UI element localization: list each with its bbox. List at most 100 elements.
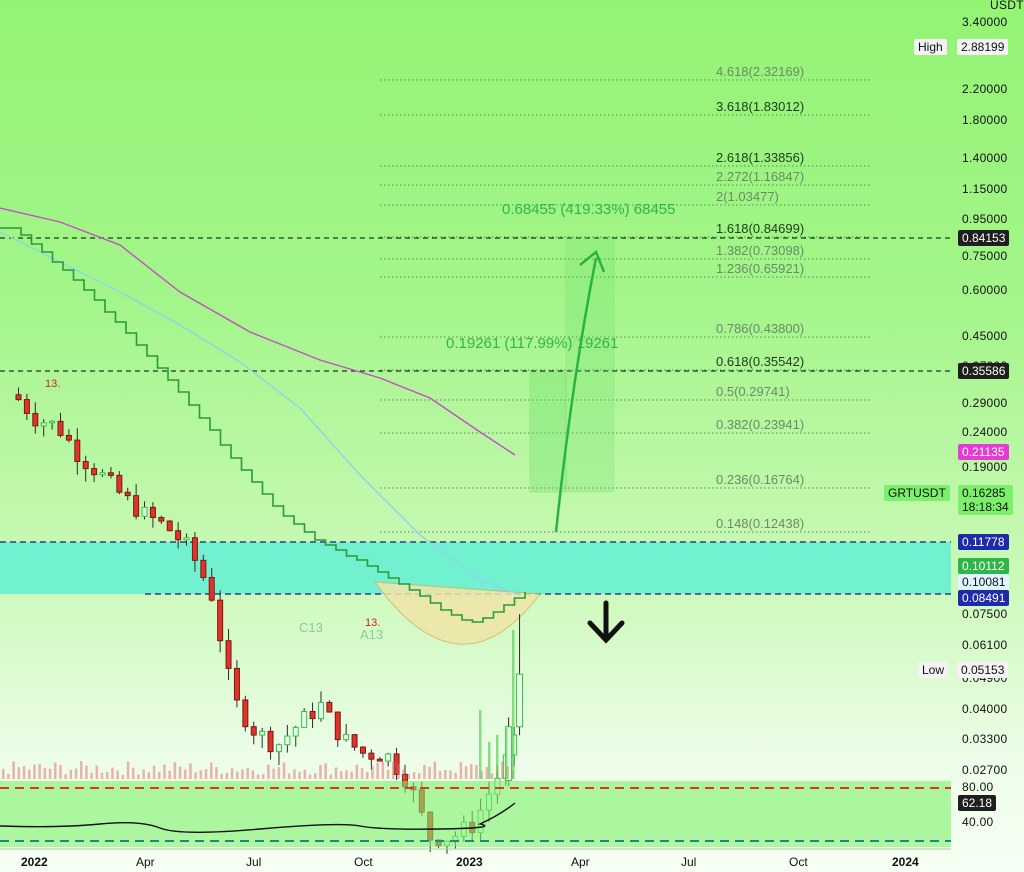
down-arrow-icon	[587, 600, 625, 644]
candle-down	[267, 730, 274, 753]
fib-label: 0.236(0.16764)	[716, 472, 805, 487]
volume-bar	[7, 773, 10, 779]
volume-bars	[2, 630, 515, 779]
candle-down	[225, 640, 232, 669]
volume-bar	[334, 767, 338, 779]
volume-bar	[423, 764, 426, 779]
volume-bar	[69, 769, 73, 779]
candle-down	[191, 537, 198, 561]
volume-bar-spike	[496, 735, 499, 779]
volume-bar	[137, 774, 140, 779]
volume-bar	[262, 774, 265, 779]
volume-bar	[246, 767, 249, 779]
candle-down	[74, 439, 81, 462]
candle-up	[516, 673, 524, 728]
y-tick-label: 0.75000	[962, 249, 1008, 263]
volume-bar	[308, 774, 312, 779]
x-tick-label: Apr	[136, 855, 155, 869]
symbol-tag[interactable]: GRTUSDT	[884, 485, 950, 501]
volume-bar	[272, 768, 275, 779]
y-tick-label: 1.80000	[962, 113, 1008, 127]
volume-bar	[204, 769, 208, 779]
volume-bar	[22, 765, 26, 779]
rsi-value-tag: 62.18	[958, 795, 997, 811]
volume-bar	[100, 772, 104, 779]
volume-bar	[33, 764, 36, 779]
volume-bar	[298, 771, 301, 779]
volume-bar	[106, 772, 109, 779]
volume-bar	[267, 764, 270, 779]
volume-bar	[329, 774, 333, 779]
volume-bar	[210, 762, 213, 779]
rsi-panel-bg	[0, 781, 951, 847]
volume-bar	[366, 771, 369, 779]
y-tick-label: 0.29000	[962, 396, 1008, 410]
candle-up	[40, 422, 47, 427]
volume-bar	[132, 767, 135, 779]
volume-bar	[381, 761, 385, 779]
fib-label: 0.618(0.35542)	[716, 354, 805, 369]
y-tick-label: 0.07500	[962, 607, 1008, 621]
ema-line	[0, 231, 521, 596]
candle-down	[82, 460, 89, 470]
fib-label: 3.618(1.83012)	[716, 99, 805, 114]
volume-bar	[220, 773, 223, 779]
volume-bar	[163, 764, 166, 779]
volume-bar	[64, 774, 67, 779]
measure-box-2	[565, 237, 615, 493]
volume-bar	[355, 764, 359, 779]
demand-zone-box	[0, 542, 951, 594]
volume-bar	[12, 761, 15, 779]
y-tick-label: 1.15000	[962, 182, 1008, 196]
high-value: 2.88199	[957, 39, 1009, 55]
candle-down	[116, 474, 123, 493]
fib-label: 2.618(1.33856)	[716, 150, 805, 165]
rsi-upper-label: 80.00	[962, 780, 994, 794]
candle-up	[183, 537, 190, 541]
bar-countdown: 18:18:34	[962, 500, 1009, 514]
volume-bar	[475, 765, 478, 779]
long-ma-line	[0, 207, 516, 456]
y-tick-label: 0.02700	[962, 763, 1008, 777]
candle-down	[107, 472, 114, 476]
level-tag-084: 0.84153	[958, 230, 1010, 246]
x-tick-label: Jul	[246, 855, 262, 869]
low-label: Low	[918, 662, 949, 678]
fib-label: 1.618(0.84699)	[716, 221, 805, 236]
fib-label: 0.148(0.12438)	[716, 516, 805, 531]
volume-bar-spike	[512, 630, 515, 779]
last-price: 0.16285	[962, 486, 1006, 500]
volume-bar	[59, 764, 62, 779]
volume-bar	[397, 763, 400, 779]
volume-bar	[360, 768, 364, 779]
volume-bar	[371, 766, 374, 779]
low-value: 0.05153	[957, 662, 1009, 678]
volume-bar	[350, 771, 353, 779]
volume-bar	[194, 772, 197, 779]
fib-label: 1.382(0.73098)	[716, 243, 805, 258]
volume-bar	[293, 769, 296, 779]
volume-bar	[121, 774, 125, 779]
candle-down	[250, 726, 257, 736]
volume-bar	[215, 767, 218, 779]
x-tick-label: 2022	[21, 855, 48, 869]
rsi-line	[0, 802, 516, 833]
volume-bar	[288, 773, 291, 779]
y-tick-label: 1.40000	[962, 151, 1008, 165]
volume-bar	[236, 771, 239, 779]
high-label: High	[914, 39, 947, 55]
volume-bar	[428, 766, 431, 779]
candle-up	[284, 735, 291, 746]
volume-bar	[147, 772, 151, 779]
volume-bar	[459, 762, 463, 779]
candle-down	[309, 710, 316, 720]
volume-bar	[189, 763, 192, 779]
volume-bar	[386, 769, 390, 779]
x-tick-label: 2023	[456, 855, 483, 869]
y-tick-label: 0.06100	[962, 638, 1008, 652]
y-tick-label: 0.04000	[962, 702, 1008, 716]
green-price-tag: 0.10112	[958, 558, 1009, 574]
volume-bar	[464, 766, 468, 779]
volume-bar	[116, 770, 119, 779]
